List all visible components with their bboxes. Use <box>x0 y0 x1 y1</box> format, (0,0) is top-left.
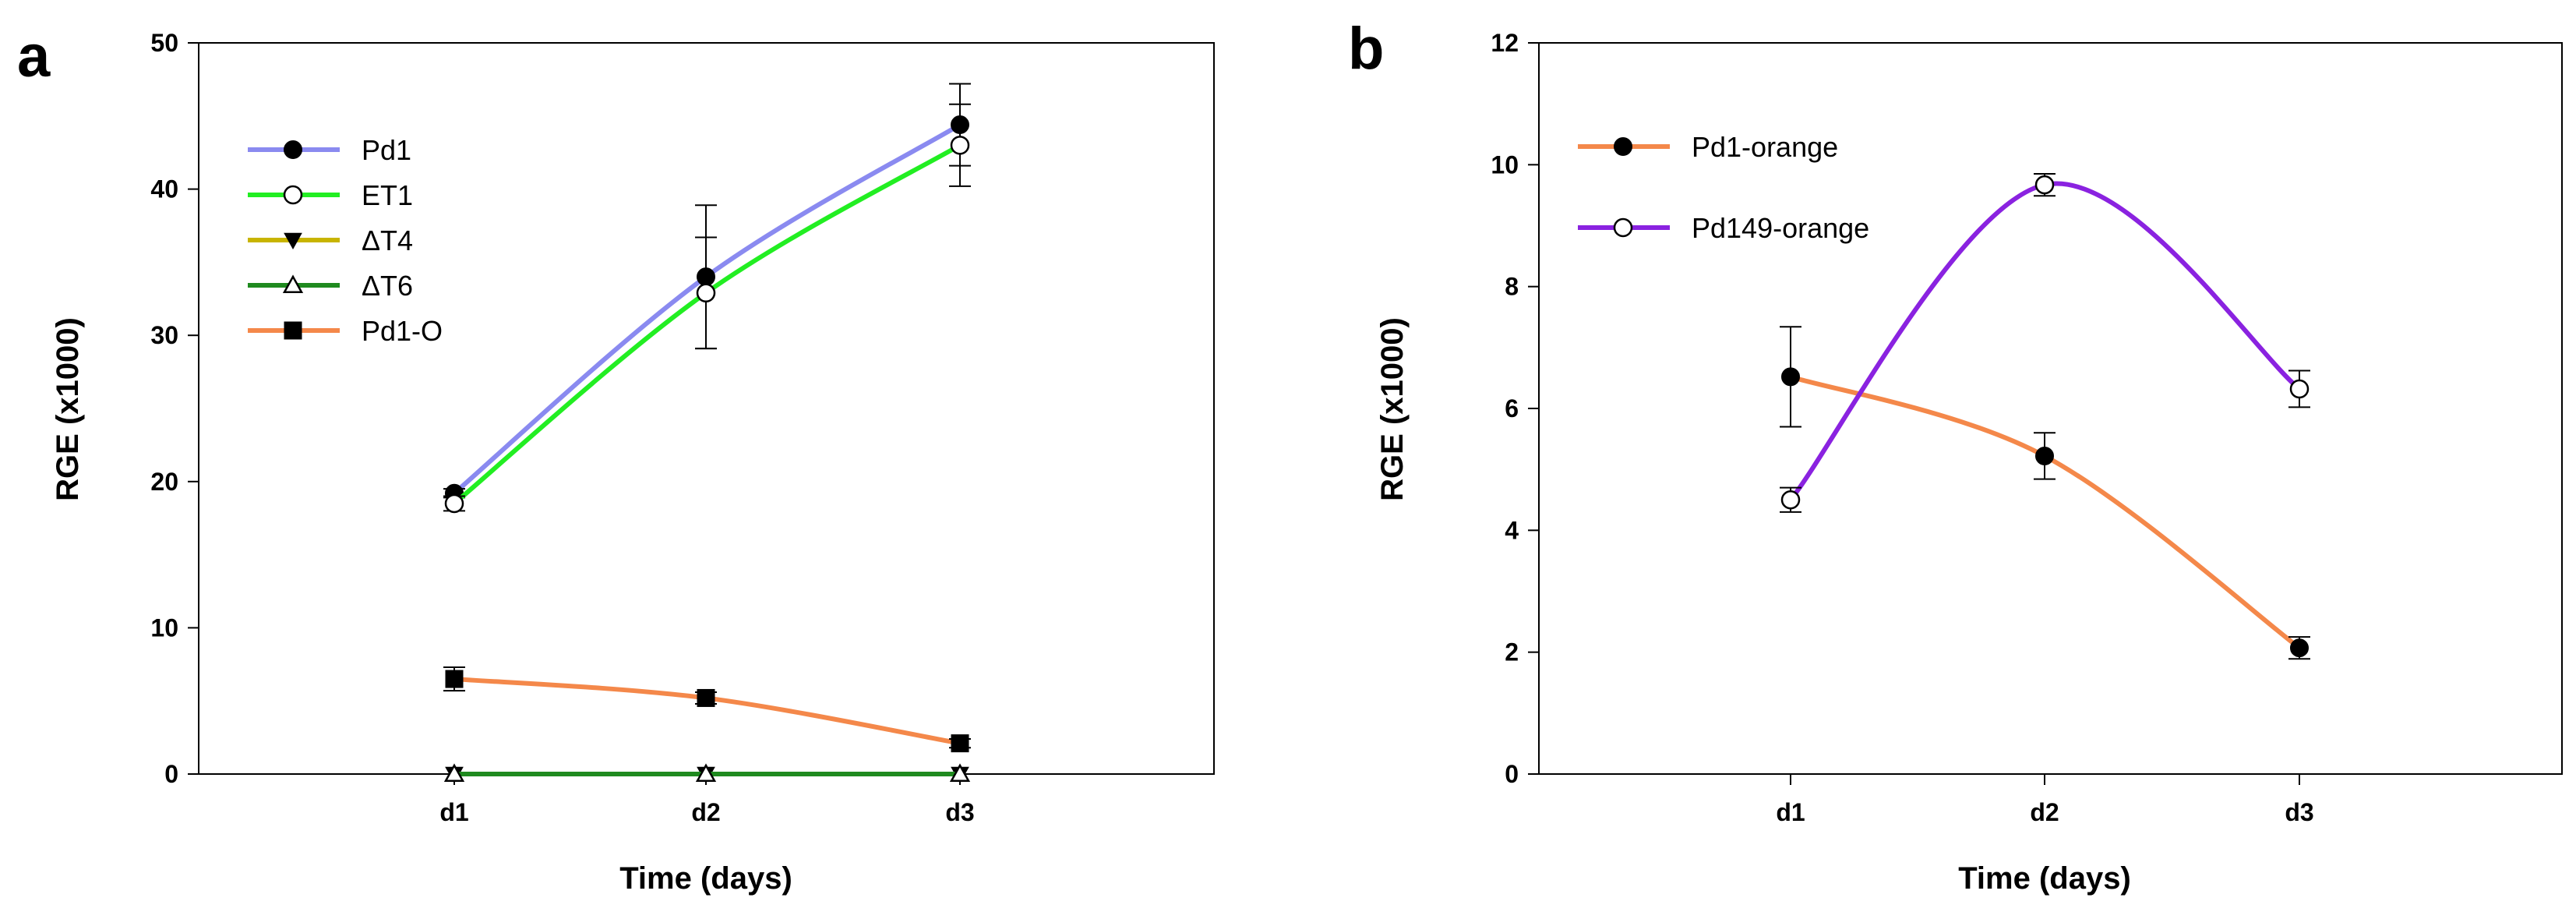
panel-a-y-tick-label: 40 <box>150 175 178 203</box>
panel-a-series-3 <box>443 763 971 783</box>
panel-a-legend-label: ET1 <box>362 179 413 211</box>
panel-a-legend: Pd1 ET1 ΔT4 ΔT6 Pd1-O <box>248 134 443 347</box>
panel-a-series-line <box>452 143 962 506</box>
panel-b-x-tick-label: d1 <box>1776 798 1805 826</box>
panel-b-x-axis-title: Time (days) <box>1958 861 2131 896</box>
panel-b-data-point <box>2034 175 2055 195</box>
panel-b-data-point <box>1780 490 1801 510</box>
panel-b-x-ticks: d1 d2 d3 <box>1776 774 2314 826</box>
panel-b-x-tick-label: d3 <box>2285 798 2313 826</box>
panel-a-y-tick-label: 50 <box>150 29 178 57</box>
panel-b-y-tick-label: 4 <box>1505 516 1519 544</box>
panel-a-data-point <box>949 763 971 783</box>
panel-b-series-line <box>1788 374 2302 651</box>
panel-a-x-tick-label: d2 <box>691 798 720 826</box>
panel-a: a RGE (x1000) Time (days) 0 10 20 30 40 50 d1… <box>17 23 1215 896</box>
panel-a-legend-marker <box>284 321 302 340</box>
panel-b: b RGE (x1000) Time (days) 0 2 4 6 8 10 12 d1 d2… <box>1348 16 2563 896</box>
panel-b-legend-marker <box>1613 217 1633 238</box>
panel-b-legend-marker <box>1614 137 1632 156</box>
panel-a-legend-label: ΔT6 <box>362 270 413 302</box>
panel-a-y-tick-label: 10 <box>150 613 178 642</box>
panel-b-series-0 <box>1780 326 2310 660</box>
panel-b-y-tick-label: 0 <box>1505 760 1519 788</box>
panel-b-y-tick-label: 12 <box>1491 29 1519 57</box>
panel-a-legend-item: Pd1 <box>248 134 411 166</box>
panel-a-data-point <box>951 734 969 753</box>
panel-a-legend-item: ΔT6 <box>248 270 413 302</box>
panel-a-data-point <box>950 136 970 155</box>
panel-b-series-1 <box>1780 173 2310 513</box>
panel-b-y-tick-label: 2 <box>1505 638 1519 666</box>
panel-a-series <box>443 83 971 784</box>
panel-a-data-point <box>697 688 715 707</box>
panel-b-legend-label: Pd149-orange <box>1692 212 1869 244</box>
panel-a-legend-marker <box>283 185 303 205</box>
panel-b-y-tick-label: 10 <box>1491 150 1519 179</box>
panel-b-legend: Pd1-orange Pd149-orange <box>1578 131 1869 244</box>
panel-b-y-axis-title: RGE (x1000) <box>1375 317 1410 501</box>
panel-a-data-point <box>445 670 464 688</box>
panel-a-x-tick-label: d3 <box>945 798 974 826</box>
panel-b-data-point <box>2035 446 2054 465</box>
panel-b-label: b <box>1348 16 1384 82</box>
panel-b-legend-label: Pd1-orange <box>1692 131 1838 163</box>
panel-a-legend-marker <box>282 274 304 294</box>
panel-a-y-tick-label: 30 <box>150 321 178 349</box>
panel-a-data-point <box>444 493 464 514</box>
panel-b-y-ticks: 0 2 4 6 8 10 12 <box>1491 29 1539 788</box>
panel-a-x-axis-title: Time (days) <box>619 861 792 896</box>
panel-a-y-tick-label: 0 <box>164 760 178 788</box>
panel-b-data-point <box>2289 379 2310 399</box>
panel-a-data-point <box>696 283 716 303</box>
panel-b-data-point <box>2290 638 2309 658</box>
panel-a-legend-item: Pd1-O <box>248 315 443 347</box>
panel-a-series-4 <box>443 666 971 753</box>
panel-b-x-tick-label: d2 <box>2030 798 2059 826</box>
panel-a-data-point <box>695 763 717 783</box>
panel-a-x-ticks: d1 d2 d3 <box>439 774 975 826</box>
panel-a-plot-frame <box>198 42 1215 775</box>
panel-b-legend-item: Pd1-orange <box>1578 131 1838 163</box>
panel-b-y-tick-label: 6 <box>1505 394 1519 422</box>
panel-a-legend-item: ΔT4 <box>248 224 413 256</box>
panel-a-y-axis-title: RGE (x1000) <box>51 317 85 501</box>
panel-b-data-point <box>1781 367 1800 387</box>
panel-a-legend-label: ΔT4 <box>362 224 413 256</box>
panel-a-x-tick-label: d1 <box>439 798 468 826</box>
panel-a-y-ticks: 0 10 20 30 40 50 <box>150 29 199 788</box>
panel-a-label: a <box>17 23 51 90</box>
panel-a-legend-marker <box>284 140 302 159</box>
panel-b-y-tick-label: 8 <box>1505 273 1519 301</box>
panel-a-series-line <box>452 677 962 746</box>
panel-a-legend-label: Pd1-O <box>362 315 443 347</box>
panel-b-legend-item: Pd149-orange <box>1578 212 1869 244</box>
panel-a-legend-label: Pd1 <box>362 134 411 166</box>
panel-a-legend-item: ET1 <box>248 179 413 211</box>
panel-b-series <box>1780 173 2310 660</box>
panel-a-legend-marker <box>284 232 302 250</box>
panel-a-y-tick-label: 20 <box>150 468 178 496</box>
panel-a-series-1 <box>443 103 971 514</box>
panel-a-data-point <box>443 763 465 783</box>
